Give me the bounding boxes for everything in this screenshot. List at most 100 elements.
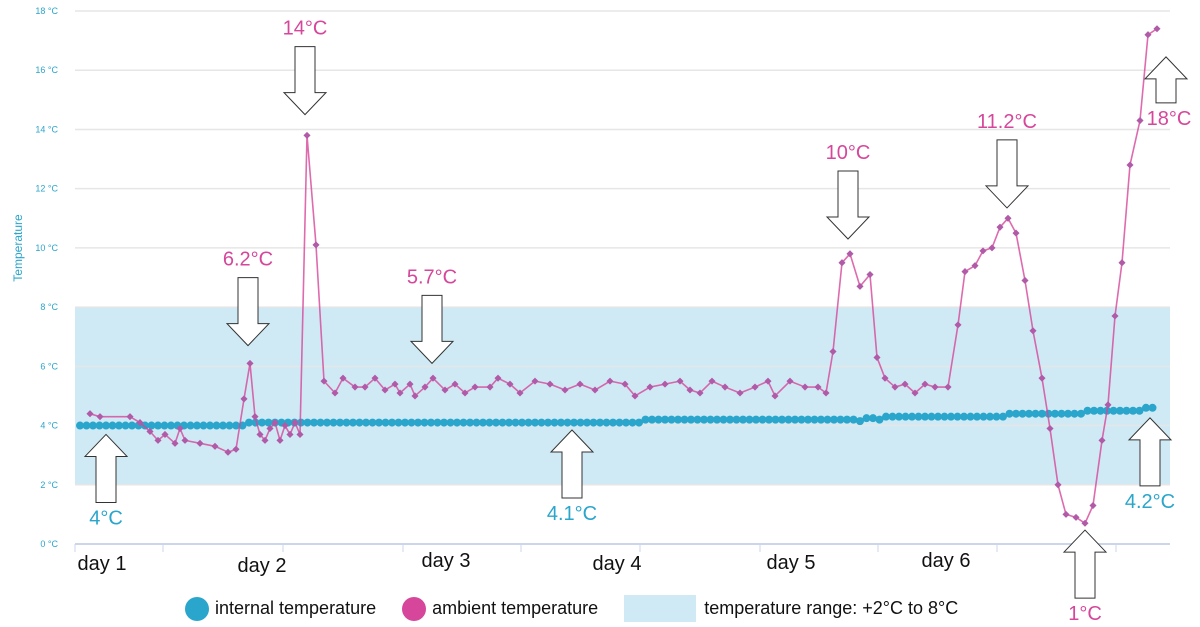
ambient-point — [531, 377, 539, 385]
ambient-point — [461, 389, 469, 397]
internal-point — [82, 421, 91, 430]
ambient-point — [631, 392, 639, 400]
internal-point — [1070, 409, 1079, 418]
ambient-point — [751, 383, 759, 391]
ambient-point — [1118, 259, 1126, 267]
internal-point — [901, 412, 910, 421]
ambient-point — [240, 395, 248, 403]
internal-point — [89, 421, 97, 430]
ambient-point — [286, 430, 294, 438]
internal-point — [407, 418, 416, 427]
ambient-point — [971, 262, 979, 270]
internal-point — [479, 418, 487, 427]
internal-point — [752, 415, 760, 424]
internal-point — [1044, 409, 1053, 418]
internal-point — [498, 418, 507, 427]
ambient-point — [411, 392, 419, 400]
internal-point — [719, 415, 728, 424]
ambient-point — [736, 389, 744, 397]
ambient-point — [271, 419, 279, 427]
annotation-label: 18°C — [1147, 108, 1192, 130]
internal-point — [1005, 409, 1014, 418]
internal-point — [583, 418, 591, 427]
internal-point — [797, 415, 806, 424]
ambient-point — [606, 377, 614, 385]
ambient-point — [171, 439, 179, 447]
annotation-label: 1°C — [1068, 603, 1102, 625]
internal-point — [615, 418, 624, 427]
internal-point — [973, 412, 981, 421]
ambient-point — [429, 374, 437, 382]
ambient-point — [771, 392, 779, 400]
internal-point — [310, 418, 318, 427]
legend-range[interactable]: temperature range: +2°C to 8°C — [624, 595, 958, 622]
internal-point — [1057, 409, 1066, 418]
internal-point — [576, 418, 585, 427]
x-tick-label: day 4 — [593, 553, 642, 575]
internal-point — [765, 415, 773, 424]
ambient-point — [881, 374, 889, 382]
internal-point — [745, 415, 754, 424]
annotation-label: 4°C — [89, 507, 123, 529]
ambient-point — [351, 383, 359, 391]
ambient-point — [708, 377, 716, 385]
legend-ambient[interactable]: ambient temperature — [402, 596, 598, 621]
ambient-point — [901, 380, 909, 388]
ambient-point — [211, 442, 219, 450]
internal-point — [979, 412, 988, 421]
internal-point — [115, 421, 123, 430]
internal-point — [940, 412, 949, 421]
ambient-point — [931, 383, 939, 391]
internal-point — [167, 421, 175, 430]
internal-point — [700, 415, 708, 424]
internal-point — [641, 415, 650, 424]
internal-point — [602, 418, 611, 427]
ambient-point — [381, 386, 389, 394]
x-tick-label: day 6 — [922, 550, 971, 572]
ambient-point — [296, 430, 304, 438]
internal-point — [492, 418, 500, 427]
ambient-point — [873, 353, 881, 361]
internal-point — [921, 412, 929, 421]
internal-point — [336, 418, 344, 427]
ambient-point — [320, 377, 328, 385]
ambient-point — [1126, 161, 1134, 169]
internal-point — [836, 415, 845, 424]
legend-range-label: temperature range: +2°C to 8°C — [704, 598, 959, 618]
ambient-point — [251, 413, 259, 421]
internal-point — [914, 412, 923, 421]
legend-internal[interactable]: internal temperature — [185, 596, 376, 621]
internal-point — [440, 418, 448, 427]
internal-point — [388, 418, 396, 427]
ambient-point — [891, 383, 899, 391]
internal-point — [635, 418, 643, 427]
arrow-up-icon — [83, 433, 129, 503]
ambient-point — [339, 374, 347, 382]
y-tick-label: 18 °C — [35, 6, 58, 16]
ambient-point — [96, 413, 104, 421]
internal-point — [986, 412, 994, 421]
ambient-point — [814, 383, 822, 391]
internal-point — [375, 418, 383, 427]
internal-point — [544, 418, 552, 427]
internal-point — [121, 421, 130, 430]
internal-point — [368, 418, 377, 427]
ambient-point — [661, 380, 669, 388]
annotation-label: 11.2°C — [977, 111, 1037, 133]
y-axis-title: Temperature — [11, 214, 25, 282]
ambient-point — [154, 436, 162, 444]
internal-point — [1031, 409, 1040, 418]
ambient-point — [838, 259, 846, 267]
annotation-label: 4.2°C — [1125, 491, 1175, 513]
internal-point — [316, 418, 325, 427]
internal-point — [1051, 409, 1059, 418]
internal-point — [908, 412, 916, 421]
internal-point — [1090, 406, 1098, 415]
ambient-point — [486, 383, 494, 391]
ambient-point — [471, 383, 479, 391]
internal-point — [141, 421, 149, 430]
internal-point — [771, 415, 780, 424]
ambient-point — [676, 377, 684, 385]
